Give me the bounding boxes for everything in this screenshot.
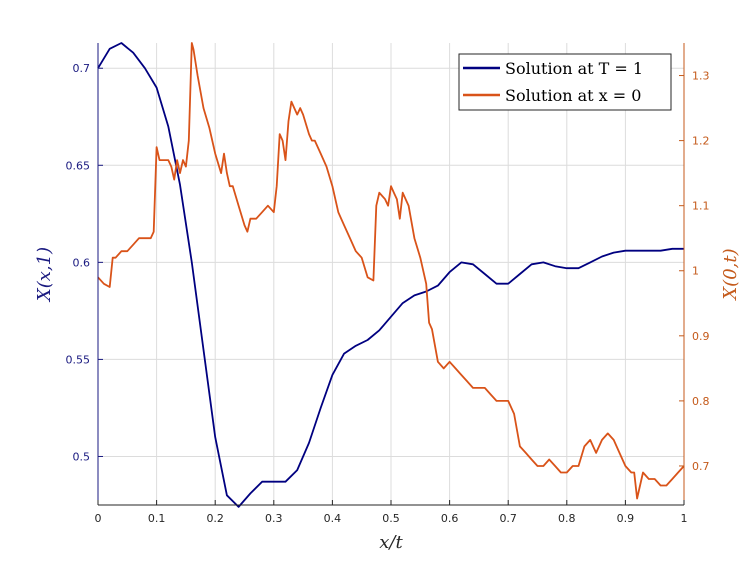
y-right-tick-label: 0.7 bbox=[692, 460, 710, 473]
y-right-tick-label: 0.8 bbox=[692, 395, 710, 408]
x-tick-label: 0.9 bbox=[617, 512, 635, 525]
series-line-2 bbox=[97, 42, 685, 500]
x-tick-label: 0.4 bbox=[324, 512, 342, 525]
x-tick-label: 0.5 bbox=[382, 512, 400, 525]
y-left-tick-label: 0.6 bbox=[73, 256, 91, 269]
series-layer bbox=[97, 42, 685, 508]
x-axis-label: x/t bbox=[379, 532, 403, 553]
x-tick-label: 0.2 bbox=[206, 512, 224, 525]
y-left-tick-label: 0.65 bbox=[66, 159, 91, 172]
x-tick-label: 0 bbox=[95, 512, 102, 525]
x-tick-label: 0.3 bbox=[265, 512, 283, 525]
y-axis-right-label: X(0,t) bbox=[720, 248, 741, 301]
y-right-tick-label: 1.3 bbox=[692, 70, 710, 83]
x-tick-label: 0.8 bbox=[558, 512, 576, 525]
legend-label-series-1: Solution at T = 1 bbox=[505, 59, 643, 78]
y-right-tick-label: 1 bbox=[692, 265, 699, 278]
legend-box bbox=[458, 53, 672, 111]
legend: Solution at T = 1 Solution at x = 0 bbox=[458, 53, 672, 111]
legend-label-series-2: Solution at x = 0 bbox=[505, 86, 641, 105]
y-left-tick-label: 0.5 bbox=[73, 450, 91, 463]
x-tick-label: 0.7 bbox=[499, 512, 517, 525]
series-line-1 bbox=[97, 42, 684, 508]
y-left-tick-label: 0.7 bbox=[73, 62, 91, 75]
ticks: 0 0.1 0.2 0.3 0.4 0.5 0.6 0.7 0.8 0.9 1 0.5 0.55 0.6 0… bbox=[66, 62, 710, 525]
y-right-tick-label: 1.2 bbox=[692, 135, 710, 148]
y-axis-left-label: X(x,1) bbox=[34, 247, 55, 303]
x-tick-label: 0.6 bbox=[441, 512, 459, 525]
y-right-tick-label: 1.1 bbox=[692, 200, 710, 213]
y-left-tick-label: 0.55 bbox=[66, 353, 91, 366]
x-tick-label: 1 bbox=[681, 512, 688, 525]
x-tick-label: 0.1 bbox=[148, 512, 166, 525]
y-right-tick-label: 0.9 bbox=[692, 330, 710, 343]
